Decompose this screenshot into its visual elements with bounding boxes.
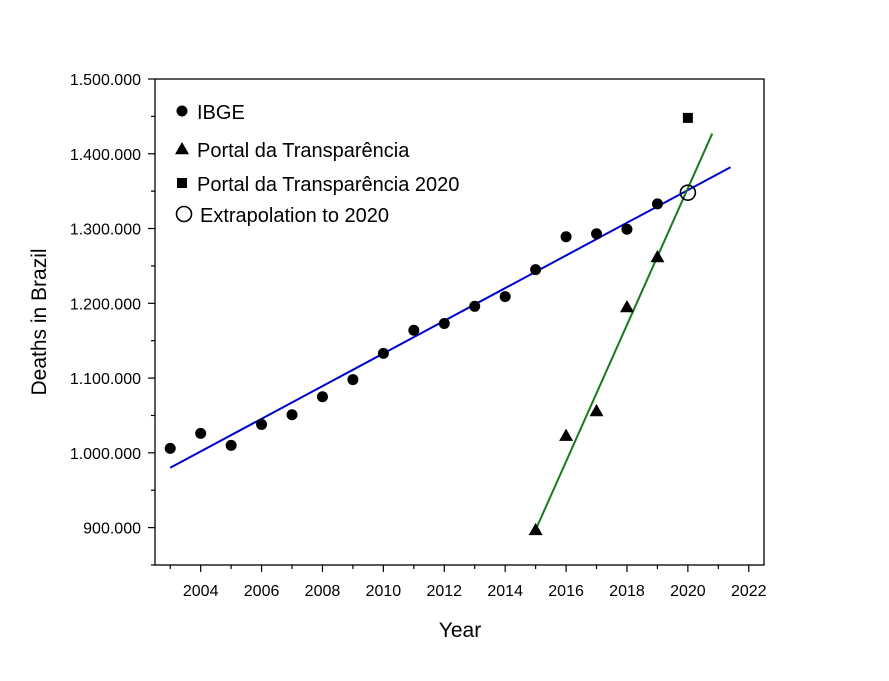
y-tick-label: 1.100.000 — [70, 371, 141, 388]
legend-label: IBGE — [197, 102, 245, 124]
legend-label: Portal da Transparência — [197, 140, 410, 162]
fit-lines — [169, 133, 731, 531]
legend: IBGE Portal da Transparência Portal da Tra… — [175, 102, 459, 227]
data-point — [528, 522, 543, 536]
data-point — [286, 409, 298, 421]
data-point — [256, 418, 268, 430]
plot-frame — [154, 78, 765, 566]
data-point — [650, 249, 665, 263]
legend-marker — [175, 205, 193, 223]
x-tick-label: 2012 — [426, 583, 462, 600]
y-tick-label: 1.400.000 — [70, 147, 141, 164]
data-point — [589, 403, 604, 417]
y-tick-label: 1.000.000 — [70, 446, 141, 463]
data-point — [560, 231, 572, 243]
data-points — [164, 112, 697, 536]
legend-label: Portal da Transparência 2020 — [197, 174, 459, 196]
x-axis-title: Year — [439, 619, 481, 642]
x-tick-label: 2004 — [183, 583, 219, 600]
data-point — [621, 223, 633, 235]
data-point — [619, 300, 634, 313]
x-tick-label: 2006 — [244, 583, 280, 600]
x-tick-label: 2008 — [305, 583, 341, 600]
data-point — [438, 317, 450, 329]
data-point — [225, 439, 237, 451]
data-point — [559, 428, 574, 441]
legend-marker — [175, 142, 189, 155]
legend-label: Extrapolation to 2020 — [200, 205, 389, 227]
y-tick-label: 1.200.000 — [70, 296, 141, 313]
x-tick-label: 2010 — [366, 583, 402, 600]
data-point — [499, 291, 511, 303]
y-tick-label: 1.300.000 — [70, 222, 141, 239]
data-point — [195, 427, 207, 439]
data-point — [591, 228, 603, 240]
data-point — [651, 198, 663, 210]
x-tick-label: 2018 — [609, 583, 645, 600]
data-point — [469, 300, 481, 312]
legend-marker — [177, 178, 187, 188]
fit-line — [534, 133, 714, 531]
y-axis-ticks: 900.000 1.000.000 1.100.000 1.200.000 1.300.… — [70, 72, 155, 566]
data-point — [682, 112, 693, 123]
data-point — [164, 442, 176, 454]
x-tick-label: 2022 — [731, 583, 767, 600]
data-point — [408, 324, 420, 336]
data-point — [679, 184, 697, 201]
data-point — [316, 391, 328, 403]
x-tick-label: 2016 — [548, 583, 584, 600]
y-axis-title: Deaths in Brazil — [28, 248, 51, 395]
data-point — [530, 264, 542, 276]
x-tick-label: 2014 — [487, 583, 523, 600]
y-tick-label: 1.500.000 — [70, 72, 141, 89]
legend-marker — [176, 105, 188, 117]
x-tick-label: 2020 — [670, 583, 706, 600]
y-tick-label: 900.000 — [83, 521, 141, 538]
data-point — [347, 374, 359, 386]
fit-line — [169, 166, 731, 469]
data-point — [377, 347, 389, 359]
x-axis-ticks: 2004 2006 2008 2010 2012 2014 2016 2018 2020 2022 — [169, 565, 767, 600]
